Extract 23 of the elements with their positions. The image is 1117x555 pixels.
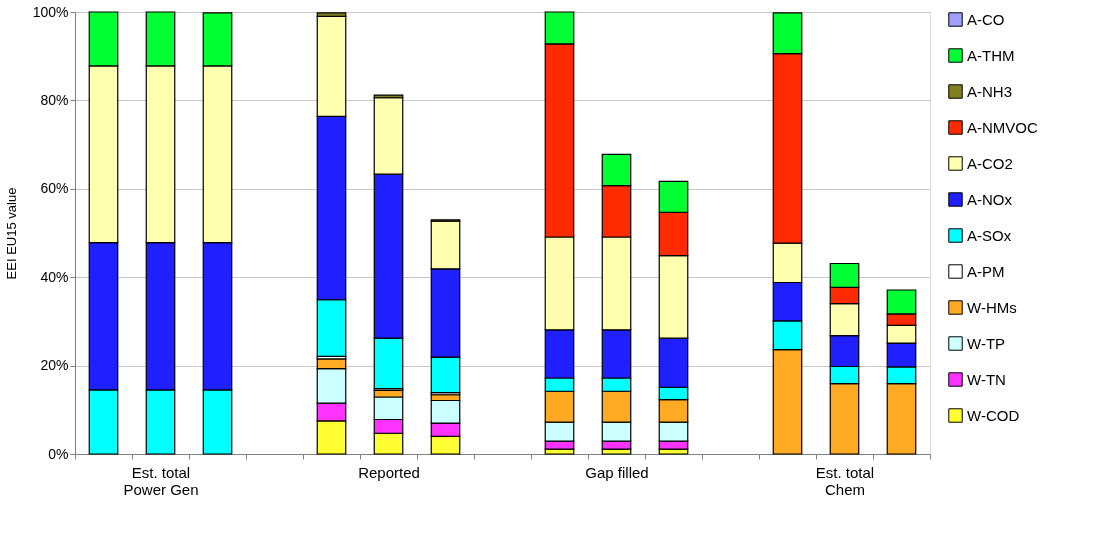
y-tick-label: 100% [32,3,69,20]
y-axis-title: EEI EU15 value [3,187,19,280]
y-tick-label: 80% [40,91,69,108]
legend-label: W-COD [967,406,1020,424]
x-tick-label: Est. total Power Gen [123,463,199,498]
y-tick-label: 60% [40,180,69,197]
x-tick-label: Reported [358,463,420,481]
y-tick-label: 20% [40,357,69,374]
legend-label: A-NMVOC [967,118,1038,136]
legend-label: A-PM [967,262,1005,280]
legend-label: A-NH3 [967,82,1013,100]
y-tick-label: 40% [40,268,69,285]
legend-label: W-HMs [967,298,1017,316]
legend-label: A-CO [967,10,1005,28]
legend-label: W-TP [967,334,1006,352]
x-tick-label: Est. total Chem [815,463,875,498]
legend-label: A-NOx [967,190,1013,208]
legend-label: W-TN [967,370,1006,388]
y-tick-label: 0% [48,445,69,462]
legend-label: A-CO2 [967,154,1013,172]
legend-label: A-SOx [967,226,1012,244]
x-tick-label: Gap filled [585,463,649,481]
legend-label: A-THM [967,46,1015,64]
